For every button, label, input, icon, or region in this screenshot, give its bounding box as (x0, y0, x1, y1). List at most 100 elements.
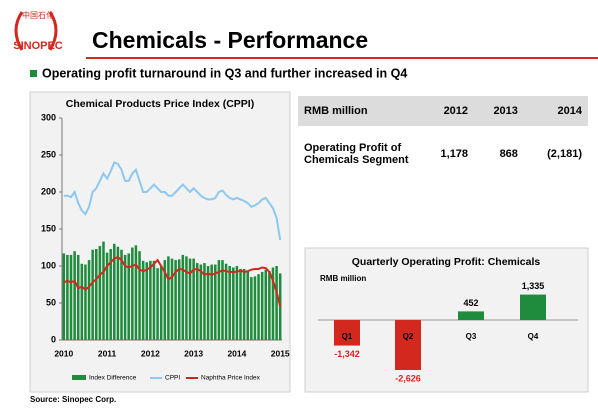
bar (120, 249, 123, 340)
bar (239, 268, 242, 340)
bar (250, 277, 253, 340)
bar (253, 276, 257, 340)
value-label: -2,626 (395, 373, 421, 383)
y-tick-label: 0 (51, 334, 56, 344)
bar (210, 264, 213, 340)
bar (113, 243, 116, 340)
x-tick-label: Q1 (342, 332, 353, 341)
bar (91, 249, 94, 340)
bar (80, 263, 84, 340)
x-tick-label: Q2 (403, 332, 414, 341)
value-label: 1,335 (522, 281, 545, 291)
bar (145, 262, 149, 340)
bullet-text: Operating profit turnaround in Q3 and fu… (42, 66, 407, 80)
legend-swatch (72, 375, 86, 380)
page-title: Chemicals - Performance (92, 27, 368, 53)
bar (257, 274, 260, 340)
x-tick-label: 2012 (141, 348, 160, 358)
bar (214, 264, 217, 340)
bar (138, 251, 141, 340)
bar (217, 260, 221, 340)
bar (232, 267, 235, 340)
bar (84, 264, 87, 340)
bar (242, 268, 246, 340)
bar (246, 271, 249, 340)
bar (109, 248, 112, 340)
bar (177, 259, 181, 340)
bar (192, 258, 195, 340)
header-cell: 2014 (523, 96, 588, 126)
bar (87, 260, 91, 340)
bar (264, 269, 268, 340)
bar (228, 266, 231, 340)
row-label: Operating Profit of Chemicals Segment (304, 142, 409, 166)
data-table: RMB million 2012 2013 2014 Operating Pro… (298, 96, 588, 174)
bar (105, 252, 109, 340)
bar (224, 263, 228, 340)
chart-panel (29, 91, 291, 393)
x-tick-label: Q4 (528, 332, 539, 341)
bar (156, 268, 159, 340)
bar (163, 260, 167, 340)
table-header: RMB million 2012 2013 2014 (298, 96, 588, 126)
bar (123, 254, 127, 340)
bar (395, 320, 421, 370)
x-tick-label: 2011 (98, 348, 117, 358)
logo: 中国石化 SINOPEC (13, 10, 63, 52)
y-tick-label: 100 (41, 260, 56, 270)
logo-mark (14, 11, 58, 51)
bar (76, 254, 80, 340)
bar (334, 320, 360, 346)
bar (127, 253, 130, 340)
y-tick-label: 150 (41, 223, 56, 233)
cell: 868 (499, 148, 518, 160)
bar (181, 254, 185, 340)
bar (458, 311, 484, 320)
bar (116, 246, 120, 340)
y-tick-label: 250 (41, 149, 56, 159)
table-row: Operating Profit of Chemicals Segment 1,… (298, 126, 588, 174)
chart-subtitle: RMB million (320, 274, 366, 283)
bar (235, 266, 239, 340)
value-label: -1,342 (334, 349, 360, 359)
bar (73, 251, 76, 340)
source: Source: Sinopec Corp. (30, 395, 116, 404)
bar (203, 263, 206, 340)
bar (159, 266, 163, 340)
header-cell: 2012 (420, 96, 475, 126)
bar (167, 256, 170, 340)
bar (520, 294, 546, 320)
x-tick-label: 2015 (271, 348, 290, 358)
line (63, 255, 282, 307)
bullet-marker (30, 70, 37, 77)
x-tick-label: 2013 (184, 348, 203, 358)
logo-chinese: 中国石化 (22, 10, 54, 20)
bar (174, 260, 177, 340)
line (63, 161, 282, 241)
bar (95, 248, 98, 340)
bar (221, 260, 224, 340)
legend-label: CPPI (165, 375, 180, 382)
bar (149, 260, 152, 340)
bar (268, 271, 271, 340)
logo-name: SINOPEC (13, 40, 63, 52)
bar (185, 256, 188, 340)
x-tick-label: 2010 (54, 348, 73, 358)
bar (275, 266, 278, 340)
bar (69, 254, 73, 340)
bar (98, 246, 102, 340)
bar (199, 264, 203, 340)
bar (260, 271, 264, 340)
bar (66, 254, 69, 340)
x-tick-label: 2014 (227, 348, 246, 358)
bar (141, 260, 145, 340)
value-label: 452 (463, 298, 478, 308)
header-cell: 2013 (474, 96, 524, 126)
header-cell: RMB million (298, 96, 420, 126)
bar (195, 263, 199, 340)
bar (271, 267, 275, 340)
y-tick-label: 200 (41, 186, 56, 196)
bar (152, 260, 156, 340)
